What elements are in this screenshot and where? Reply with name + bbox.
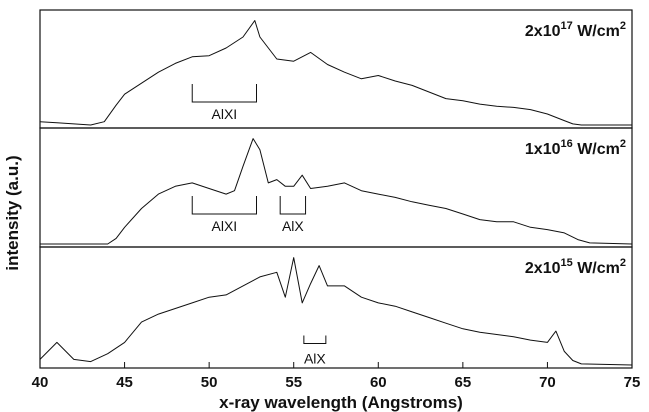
label-unit-exponent: 2 (620, 138, 626, 150)
panel-intensity-label: 2x1015 W/cm2 (525, 257, 626, 277)
spectrum-line (40, 138, 633, 245)
spectrum-line (39, 257, 633, 366)
label-base: 2x10 (525, 260, 561, 277)
y-axis-title: intensity (a.u.) (3, 155, 22, 270)
label-base: 2x10 (525, 23, 561, 40)
bracket-label: AlX (304, 351, 326, 367)
bracket-AlX (303, 335, 327, 345)
panel-1: 2x1017 W/cm2 AlXI (39, 9, 633, 129)
bracket-AlXI (191, 196, 258, 215)
bracket-AlX (279, 196, 307, 215)
label-exponent: 15 (561, 257, 573, 269)
x-axis-title: x-ray wavelength (Angstroms) (219, 393, 463, 412)
panel-intensity-label: 1x1016 W/cm2 (525, 138, 626, 158)
label-unit: W/cm (573, 141, 620, 158)
panel-frame (39, 246, 633, 369)
x-tick-label: 45 (116, 374, 133, 391)
label-unit: W/cm (573, 260, 620, 277)
label-exponent: 16 (561, 138, 573, 150)
bracket-AlXI (191, 84, 258, 103)
bracket-label: AlXI (212, 106, 238, 122)
x-tick-label: 55 (285, 374, 302, 391)
bracket-label: AlXI (212, 218, 238, 234)
x-tick-label: 75 (624, 374, 641, 391)
x-tick-label: 50 (201, 374, 218, 391)
panel-3: 2x1015 W/cm2 AlX (39, 246, 633, 369)
label-unit-exponent: 2 (620, 257, 626, 269)
x-tick-label: 60 (370, 374, 387, 391)
x-tick-label: 70 (539, 374, 556, 391)
panel-intensity-label: 2x1017 W/cm2 (525, 20, 626, 40)
panel-2: 1x1016 W/cm2 AlXI AlX (39, 127, 633, 248)
x-tick-label: 40 (32, 374, 49, 391)
spectrum-line (39, 20, 632, 126)
x-tick-label: 65 (455, 374, 472, 391)
bracket-label: AlX (282, 218, 304, 234)
label-unit-exponent: 2 (620, 20, 626, 32)
x-axis: 40 45 50 55 60 65 70 75 (32, 362, 641, 391)
label-unit: W/cm (573, 23, 620, 40)
label-base: 1x10 (525, 141, 561, 158)
label-exponent: 17 (561, 20, 573, 32)
